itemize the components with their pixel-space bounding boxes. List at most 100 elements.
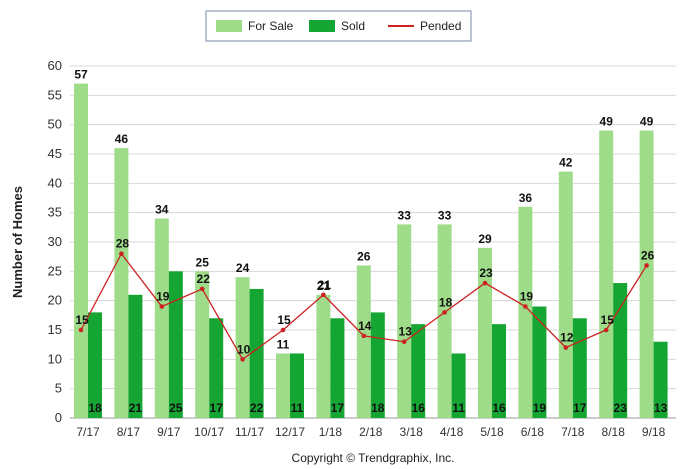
y-tick-label: 45: [48, 146, 62, 161]
label-pended: 23: [479, 266, 493, 280]
bar-for-sale: [276, 353, 290, 418]
x-tick-label: 8/18: [602, 425, 626, 439]
bar-for-sale: [114, 148, 129, 418]
pended-point: [563, 345, 569, 350]
bar-sold: [249, 288, 264, 418]
label-for-sale: 29: [478, 232, 492, 246]
legend: For Sale Sold Pended: [205, 10, 472, 42]
bar-sold: [88, 312, 102, 418]
label-sold: 22: [250, 401, 264, 415]
label-sold: 11: [452, 401, 465, 415]
pended-point: [119, 251, 124, 257]
x-tick-label: 9/18: [642, 425, 666, 439]
y-tick-label: 0: [55, 410, 62, 425]
label-for-sale: 36: [519, 191, 533, 205]
bar-for-sale: [437, 224, 452, 418]
label-pended: 26: [641, 248, 655, 262]
legend-label: For Sale: [248, 19, 294, 33]
label-for-sale: 49: [640, 115, 654, 129]
pended-point: [240, 357, 245, 362]
label-for-sale: 49: [600, 115, 614, 129]
label-sold: 18: [88, 401, 102, 415]
x-tick-label: 1/18: [319, 425, 343, 439]
y-axis: 0 5 10 15 20 25 30 35 40 45 50 55 60: [48, 58, 62, 425]
bar-sold: [128, 294, 143, 418]
y-tick-label: 10: [48, 351, 62, 366]
x-tick-label: 6/18: [521, 425, 545, 439]
label-sold: 21: [129, 401, 143, 415]
pended-point: [442, 310, 447, 315]
label-pended: 12: [560, 331, 574, 345]
bar-for-sale: [74, 83, 88, 418]
label-pended: 19: [156, 290, 170, 304]
y-tick-label: 25: [48, 263, 62, 278]
x-tick-label: 2/18: [359, 425, 383, 439]
pended-point: [159, 304, 165, 309]
y-tick-label: 5: [55, 381, 62, 396]
y-tick-label: 20: [48, 293, 62, 308]
label-pended: 28: [116, 237, 130, 251]
label-sold: 13: [654, 401, 668, 415]
bar-sold: [492, 324, 506, 418]
label-for-sale: 21: [317, 279, 331, 293]
label-pended: 22: [197, 272, 211, 286]
x-tick-label: 7/17: [76, 425, 100, 439]
label-sold: 23: [614, 401, 628, 415]
label-sold: 19: [533, 401, 547, 415]
bar-for-sale: [154, 218, 169, 418]
bar-sold: [411, 324, 426, 418]
y-tick-label: 35: [48, 205, 62, 220]
y-tick-label: 50: [48, 117, 62, 132]
bar-sold: [451, 353, 466, 418]
legend-box: [205, 10, 472, 42]
label-sold: 25: [169, 401, 183, 415]
x-tick-label: 3/18: [400, 425, 424, 439]
label-for-sale: 42: [559, 156, 573, 170]
bar-for-sale: [397, 224, 412, 418]
bar-for-sale: [195, 271, 210, 418]
pended-point: [603, 327, 609, 333]
pended-point: [644, 263, 649, 268]
label-pended: 18: [439, 295, 453, 309]
pended-point: [78, 327, 84, 333]
label-sold: 11: [291, 401, 304, 415]
bar-sold: [653, 341, 668, 418]
legend-swatch: [309, 20, 335, 32]
y-tick-label: 40: [48, 175, 62, 190]
bar-for-sale: [478, 247, 492, 418]
pended-point: [199, 286, 205, 292]
y-tick-label: 30: [48, 234, 62, 249]
label-pended: 15: [75, 313, 89, 327]
y-tick-label: 15: [48, 322, 62, 337]
x-tick-label: 9/17: [157, 425, 181, 439]
label-sold: 17: [573, 401, 587, 415]
x-tick-label: 5/18: [480, 425, 504, 439]
y-tick-label: 60: [48, 58, 62, 73]
bar-for-sale: [639, 130, 654, 419]
pended-point: [280, 327, 286, 333]
bar-sold: [532, 306, 547, 418]
label-for-sale: 33: [398, 208, 412, 222]
pended-line: [78, 251, 649, 362]
label-for-sale: 11: [277, 337, 290, 351]
bar-for-sale: [235, 277, 250, 418]
legend-label: Pended: [420, 19, 461, 33]
x-axis: 7/17 8/17 9/17 10/17 11/17 12/17 1/18 2/18 3/18 4…: [76, 425, 665, 439]
label-pended: 10: [237, 342, 251, 356]
pended-point: [401, 339, 407, 345]
bar-sold: [613, 283, 628, 418]
label-pended: 21: [318, 278, 332, 292]
label-for-sale: 57: [74, 68, 88, 82]
label-for-sale: 26: [357, 249, 371, 263]
bar-sold: [168, 271, 183, 418]
label-pended: 19: [520, 290, 534, 304]
label-for-sale: 33: [438, 208, 452, 222]
label-sold: 18: [371, 401, 385, 415]
pended-point: [361, 333, 367, 339]
label-for-sale: 46: [115, 132, 129, 146]
pended-point: [482, 280, 488, 286]
y-tick-label: 55: [48, 87, 62, 102]
bar-for-sale: [599, 130, 614, 419]
label-sold: 16: [412, 401, 426, 415]
